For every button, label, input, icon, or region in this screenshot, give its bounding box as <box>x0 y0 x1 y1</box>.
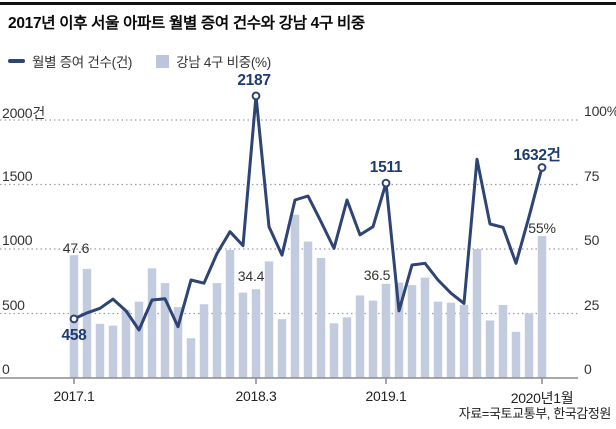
x-axis-tick-label: 2020년1월 <box>510 390 574 406</box>
data-label-1632: 1632건 <box>513 147 561 165</box>
bar-gangnam-share <box>238 292 248 378</box>
left-axis-tick-label: 0 <box>2 361 10 377</box>
bar-series-swatch-icon <box>156 54 170 68</box>
bar-gangnam-share <box>303 241 313 378</box>
x-axis-tick-label: 2019.1 <box>365 388 407 404</box>
bar-gangnam-share <box>147 268 157 378</box>
right-axis-tick-label: 0 <box>584 361 592 377</box>
bar-gangnam-share <box>290 214 300 378</box>
data-label-1511: 1511 <box>369 159 403 177</box>
bar-gangnam-share <box>420 277 430 378</box>
data-label-55: 55% <box>528 220 556 237</box>
bar-gangnam-share <box>407 285 417 378</box>
bar-gangnam-share <box>160 283 170 378</box>
x-axis-tick-label: 2017.1 <box>53 388 95 404</box>
bar-gangnam-share <box>342 317 352 378</box>
bar-gangnam-share <box>121 309 131 378</box>
bar-gangnam-share <box>186 338 196 378</box>
bar-gangnam-share <box>329 323 339 378</box>
bar-gangnam-share <box>95 323 105 378</box>
bar-gangnam-share <box>446 302 456 378</box>
bar-gangnam-share <box>433 301 443 378</box>
legend-label-line-series: 월별 증여 건수(건) <box>32 55 133 70</box>
left-axis-tick-label: 2000건 <box>2 105 46 121</box>
line-series-swatch-icon <box>8 59 25 63</box>
left-axis-tick-label: 1500 <box>2 167 33 184</box>
bar-gangnam-share <box>381 283 391 378</box>
bar-gangnam-share <box>82 268 92 378</box>
bar-gangnam-share <box>498 304 508 378</box>
bar-gangnam-share <box>225 250 235 378</box>
x-axis-tick-label: 2018.3 <box>235 388 277 404</box>
legend: 월별 증여 건수(건) 강남 4구 비중(%) <box>8 53 271 70</box>
data-label-34.4: 34.4 <box>237 268 265 285</box>
chart-title: 2017년 이후 서울 아파트 월별 증여 건수와 강남 4구 비중 <box>8 15 365 32</box>
bar-gangnam-share <box>316 258 326 378</box>
line-monthly-gift-count <box>72 94 544 332</box>
data-label-47.6: 47.6 <box>62 240 90 257</box>
right-axis-tick-label: 100% <box>584 103 616 119</box>
line-point-marker <box>537 163 547 172</box>
left-axis-tick-label: 500 <box>2 296 25 313</box>
data-label-36.5: 36.5 <box>363 266 391 283</box>
bar-gangnam-share <box>355 295 365 378</box>
top-border-rule <box>0 2 616 5</box>
bar-gangnam-share <box>485 320 495 378</box>
right-axis-tick-label: 75 <box>584 167 600 184</box>
line-point-marker <box>251 91 261 101</box>
bar-gangnam-share <box>277 319 287 378</box>
bar-gangnam-share <box>134 301 144 378</box>
data-label-458: 458 <box>61 326 87 344</box>
right-axis-tick-label: 50 <box>584 232 600 248</box>
bar-gangnam-share <box>368 300 378 378</box>
bar-gangnam-share <box>459 304 469 378</box>
line-point-marker <box>69 314 79 324</box>
bar-gangnam-share <box>264 261 274 378</box>
bar-gangnam-share <box>537 236 547 378</box>
data-label-2187: 2187 <box>237 71 271 89</box>
bar-gangnam-share <box>173 307 183 378</box>
bar-gangnam-share <box>394 282 404 378</box>
bar-gangnam-share <box>511 331 521 378</box>
bar-gangnam-share <box>524 313 534 378</box>
legend-label-bar-series: 강남 4구 비중(%) <box>176 55 271 70</box>
left-axis-tick-label: 1000 <box>2 232 33 248</box>
bar-gangnam-share <box>251 289 261 378</box>
bar-gangnam-share <box>212 283 222 378</box>
source-credit: 자료=국토교통부, 한국감정원 <box>458 406 612 421</box>
line-point-marker <box>381 178 391 188</box>
right-axis-tick-label: 25 <box>584 296 600 313</box>
bar-gangnam-share <box>472 249 482 378</box>
bar-gangnam-share <box>108 325 118 378</box>
bar-gangnam-share <box>199 304 209 378</box>
